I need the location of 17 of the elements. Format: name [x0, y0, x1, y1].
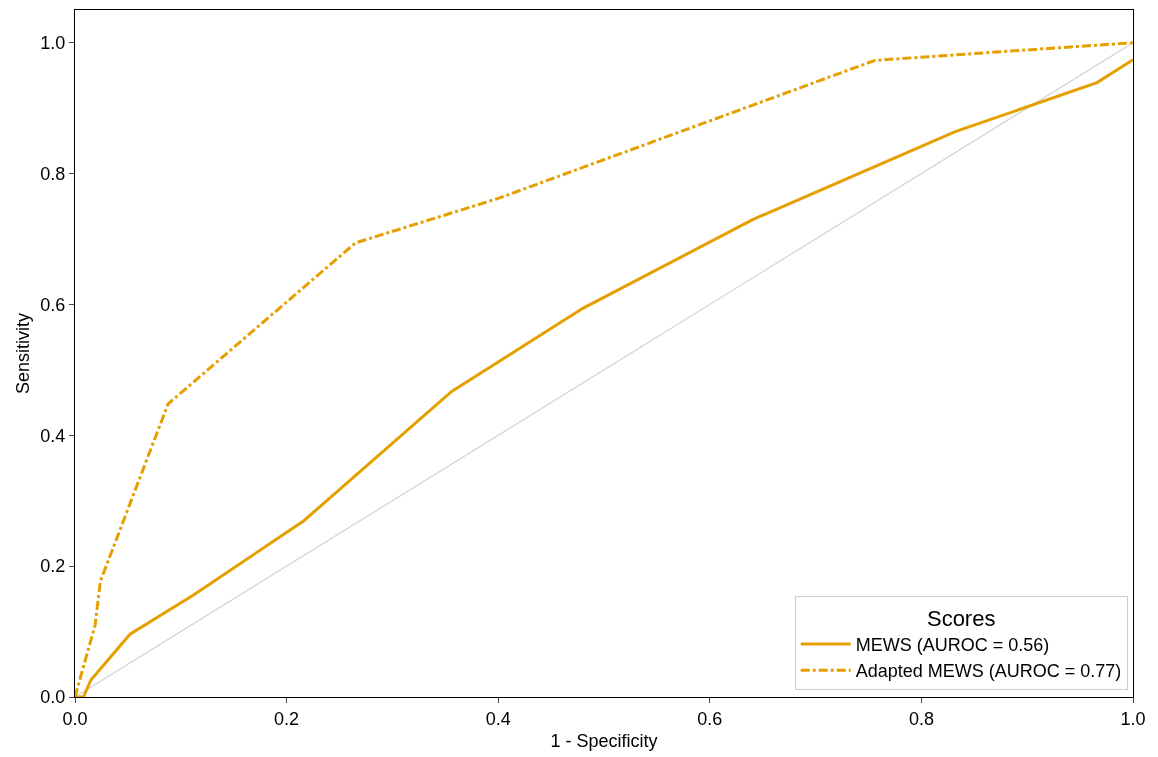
y-tick-label: 0.8	[40, 163, 66, 184]
y-tick-label: 1.0	[40, 33, 66, 54]
y-tick-label: 0.0	[40, 687, 66, 708]
x-tick-label: 0.8	[908, 708, 934, 729]
y-tick-label: 0.6	[40, 294, 66, 315]
legend-title: Scores	[926, 605, 996, 631]
x-tick-label: 1.0	[1120, 708, 1146, 729]
x-tick-label: 0.2	[274, 708, 300, 729]
x-tick-label: 0.0	[62, 708, 88, 729]
x-axis-title: 1 - Specificity	[550, 730, 658, 751]
y-axis-title: Sensitivity	[12, 312, 33, 395]
y-tick-label: 0.2	[40, 556, 66, 577]
legend-label: MEWS (AUROC = 0.56)	[855, 634, 1050, 655]
x-tick-label: 0.4	[485, 708, 511, 729]
x-tick-label: 0.6	[697, 708, 723, 729]
legend-label: Adapted MEWS (AUROC = 0.77)	[855, 661, 1122, 682]
y-tick-label: 0.4	[40, 425, 66, 446]
